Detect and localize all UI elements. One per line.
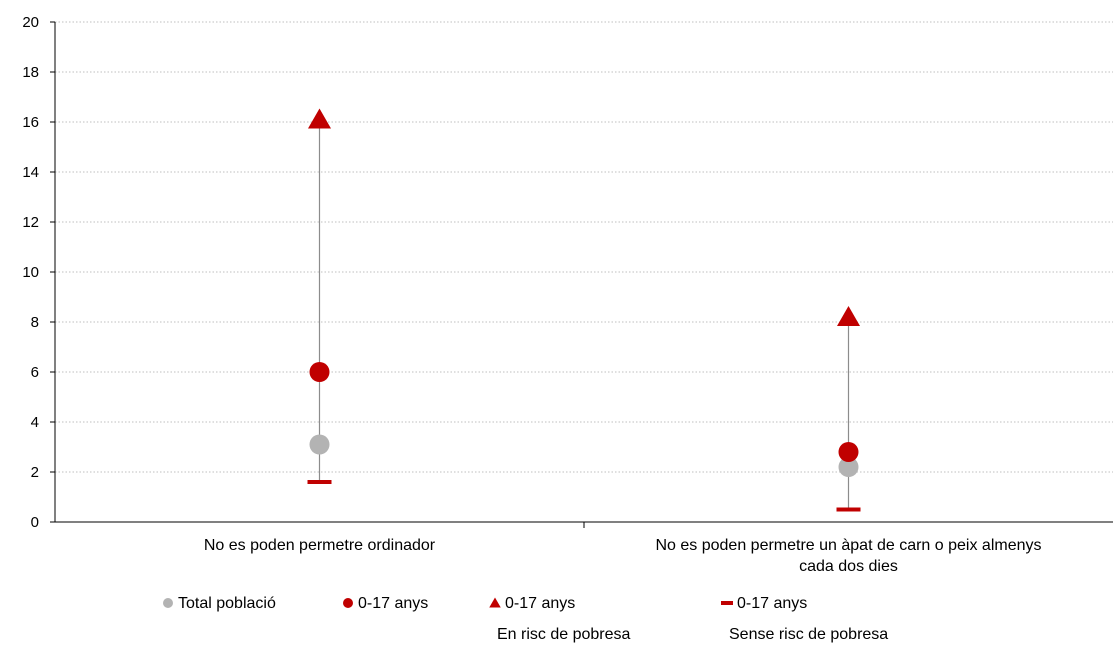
legend-label: 0-17 anys (358, 595, 428, 612)
data-point (309, 434, 330, 455)
category-label: No es poden permetre ordinador (204, 537, 436, 554)
data-point (838, 457, 859, 477)
data-point (307, 480, 332, 484)
data-point (308, 108, 331, 129)
data-point (838, 442, 859, 462)
y-axis-ticks: 0 2 4 6 8 10 12 14 16 18 20 (22, 14, 55, 531)
gridlines (55, 21, 1113, 473)
legend-label: 0-17 anys (505, 595, 575, 612)
data-point (309, 362, 330, 382)
data-point (836, 507, 861, 512)
y-tick-label: 10 (22, 264, 39, 281)
legend-label: 0-17 anys (737, 595, 807, 612)
range-lines (318, 119, 850, 510)
y-tick-label: 14 (22, 164, 39, 181)
x-axis-categories: No es poden permetre ordinador No es pode… (204, 537, 1042, 575)
y-tick-label: 6 (31, 364, 39, 381)
data-point (837, 306, 860, 326)
legend-marker (343, 598, 353, 608)
axes (54, 22, 1113, 528)
data-markers (307, 108, 861, 512)
y-tick-label: 8 (31, 314, 39, 331)
legend-label: En risc de pobresa (497, 626, 631, 643)
legend-marker (163, 598, 173, 608)
legend: Total població 0-17 anys 0-17 anys En risc … (163, 595, 888, 643)
legend-marker (721, 601, 733, 605)
y-tick-label: 2 (31, 464, 39, 481)
y-tick-label: 18 (22, 64, 39, 81)
category-label: cada dos dies (799, 558, 898, 575)
y-tick-label: 16 (22, 114, 39, 131)
y-tick-label: 12 (22, 214, 39, 231)
legend-marker (489, 597, 501, 608)
category-label: No es poden permetre un àpat de carn o p… (655, 537, 1041, 554)
y-tick-label: 20 (22, 14, 39, 31)
legend-label: Sense risc de pobresa (729, 626, 888, 643)
y-tick-label: 4 (31, 414, 39, 431)
y-tick-label: 0 (31, 514, 39, 531)
legend-label: Total població (178, 595, 276, 612)
